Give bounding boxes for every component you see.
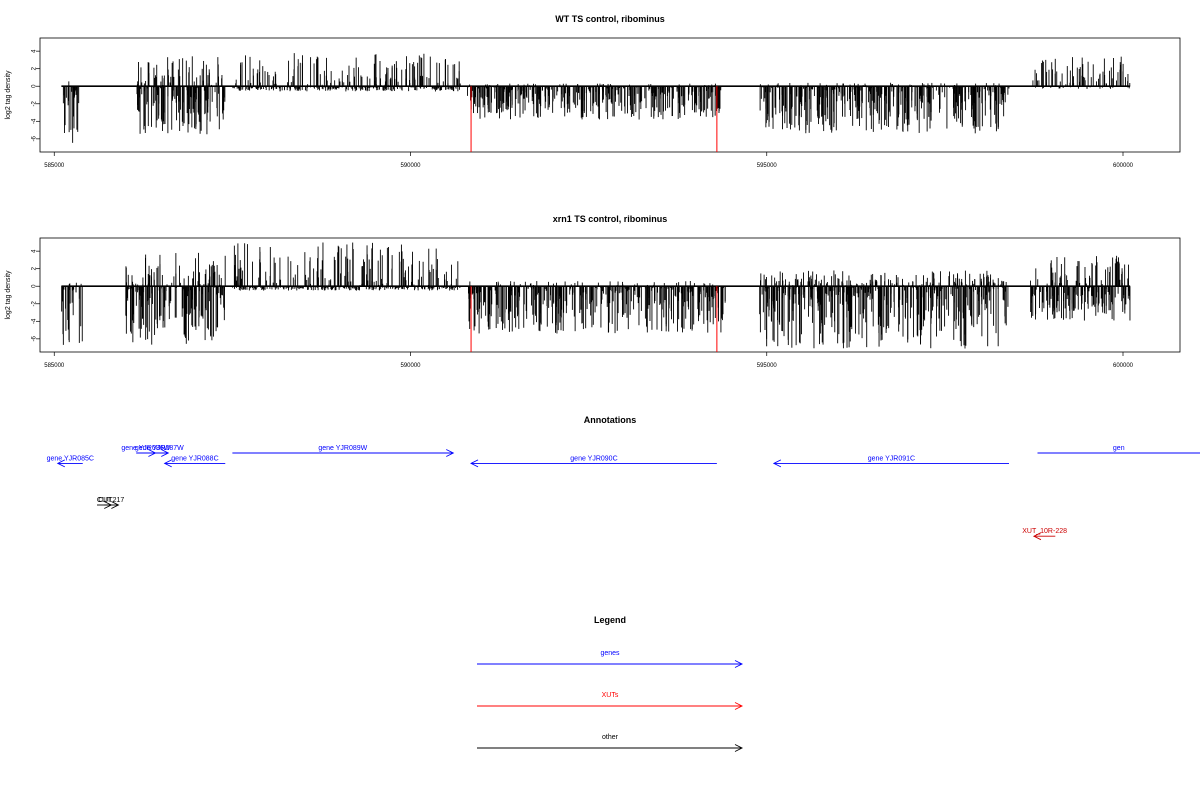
y-tick-label: -6 (32, 136, 38, 142)
feature-arrow-head (56, 459, 66, 468)
y-tick-label: 4 (32, 49, 38, 53)
xrn1-track-panel: xrn1 TS control, ribominus 4 2 0 -2 -4 -6 log2 … (5, 214, 1181, 369)
legend-label: other (602, 734, 619, 741)
x-tick-label: 600000 (1113, 163, 1134, 169)
plot-frame (39, 237, 1181, 353)
annotation-feature: gen (1037, 445, 1200, 454)
feature-arrow-head (470, 459, 479, 468)
legend-title: Legend (594, 615, 626, 625)
feature-arrow-head (111, 501, 120, 509)
legend-entry: genes (477, 650, 744, 668)
plot-frame (39, 37, 1181, 153)
y-tick-label: 0 (32, 284, 38, 288)
wt-track-panel: WT TS control, ribominus 4 2 0 -2 -4 -6 log2 ta… (5, 14, 1181, 169)
chart-title: WT TS control, ribominus (555, 14, 665, 24)
annotation-feature: gene YJR088C (163, 455, 226, 468)
y-tick-label: -2 (32, 300, 38, 306)
x-tick-label: 590000 (400, 163, 421, 169)
x-tick-label: 590000 (400, 363, 421, 369)
feature-label: XUT_10R-228 (1022, 528, 1067, 535)
annotation-feature: CUT217 (98, 497, 124, 509)
y-tick-label: -4 (32, 118, 38, 124)
bar-series (61, 242, 1131, 349)
feature-label: gene YJR086W (121, 445, 170, 452)
feature-label: gene YJR090C (570, 455, 617, 462)
y-axis-label: log2 tag density (5, 70, 12, 120)
annotation-feature: XUT_10R-228 (1022, 528, 1067, 541)
y-tick-label: -6 (32, 336, 38, 342)
feature-label: gene YJR088C (171, 455, 218, 462)
x-tick-label: 595000 (757, 363, 778, 369)
annotations-title: Annotations (584, 415, 637, 425)
feature-label: CUT217 (98, 497, 124, 504)
feature-arrow-head (446, 449, 455, 457)
legend-entry: other (477, 734, 744, 752)
x-tick-label: 595000 (757, 163, 778, 169)
annotation-feature: gene YJR089W (232, 445, 455, 457)
feature-arrow-head (163, 459, 172, 468)
feature-label: CUT (97, 497, 112, 504)
feature-arrow-head (1032, 532, 1042, 541)
annotation-feature: gene YJR087W (135, 445, 184, 457)
legend-arrow-head (734, 744, 744, 752)
feature-label: gene YJR085C (47, 455, 94, 462)
y-tick-label: 2 (32, 266, 38, 270)
bar-series (62, 53, 1131, 143)
y-axis-label: log2 tag density (5, 270, 12, 320)
y-tick-label: -4 (32, 318, 38, 324)
feature-arrow-head (161, 449, 170, 457)
legend-arrow-head (734, 702, 744, 710)
annotation-feature: gene YJR091C (772, 455, 1009, 468)
feature-label: gene YJR089W (318, 445, 367, 452)
feature-arrow-head (772, 459, 782, 468)
legend-panel: Legend genes XUTs other (477, 615, 744, 752)
feature-label: gene YJR091C (868, 455, 915, 462)
chart-title: xrn1 TS control, ribominus (553, 214, 668, 224)
y-tick-label: 4 (32, 249, 38, 253)
legend-label: genes (600, 650, 620, 657)
x-tick-label: 585000 (44, 163, 65, 169)
legend-label: XUTs (602, 692, 619, 699)
y-tick-label: 0 (32, 84, 38, 88)
feature-label: gene YJR087W (135, 445, 184, 452)
x-tick-label: 585000 (44, 363, 65, 369)
feature-label: gen (1113, 445, 1125, 452)
annotation-feature: gene YJR085C (47, 455, 94, 468)
legend-arrow-head (734, 660, 744, 668)
y-tick-label: 2 (32, 66, 38, 70)
x-tick-label: 600000 (1113, 363, 1134, 369)
y-tick-label: -2 (32, 100, 38, 106)
annotation-feature: gene YJR090C (470, 455, 717, 468)
legend-entry: XUTs (477, 692, 744, 710)
